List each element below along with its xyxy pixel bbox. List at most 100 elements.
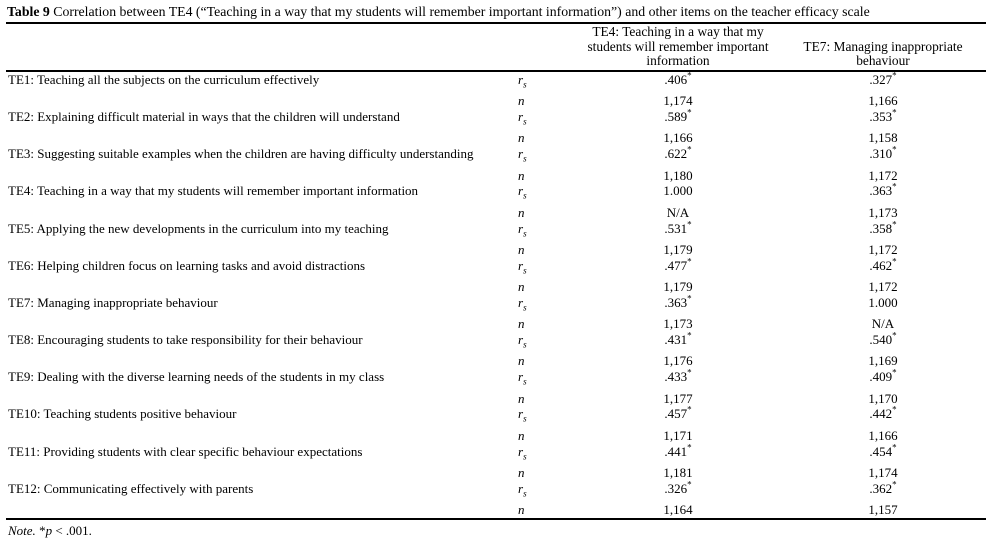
cell-te7-n: N/A <box>871 316 895 332</box>
stat-label-rs: rs <box>518 71 554 93</box>
filler-cell <box>964 109 986 130</box>
cell-te7-n: 1,172 <box>868 241 898 257</box>
significance-star: * <box>687 70 692 81</box>
table-row: TE7: Managing inappropriate behaviour rs.… <box>6 294 986 316</box>
cell-te4-n: 1,176 <box>663 353 693 369</box>
significance-star: * <box>892 479 897 490</box>
row-item-label: TE8: Encouraging students to take respon… <box>8 332 363 348</box>
stat-label-n: n <box>518 353 554 369</box>
significance-star: * <box>687 107 692 118</box>
table-row: n 1,180 1,172 <box>6 168 986 184</box>
filler-cell <box>964 406 986 427</box>
cell-te4-r: .406* <box>664 70 692 87</box>
filler-cell <box>964 242 986 258</box>
stat-r: rs <box>518 369 527 387</box>
filler-cell <box>964 295 986 316</box>
stat-label-n: n <box>518 205 554 221</box>
cell-te4-r: .326* <box>664 479 692 496</box>
table-row: TE9: Dealing with the diverse learning n… <box>6 367 986 390</box>
table-row: n 1,176 1,169 <box>6 353 986 369</box>
table-row: TE4: Teaching in a way that my students … <box>6 183 986 204</box>
stat-n: n <box>518 427 525 443</box>
stat-label-rs: rs <box>518 481 554 502</box>
stat-r-sub: s <box>523 190 527 201</box>
stat-label-rs: rs <box>518 109 554 130</box>
table-row: n 1,177 1,170 <box>6 391 986 407</box>
stat-label-n: n <box>518 316 554 332</box>
stat-label-n: n <box>518 93 554 109</box>
stat-label-n: n <box>518 130 554 146</box>
cell-te4-n: 1,173 <box>663 316 693 332</box>
significance-star: * <box>687 219 692 230</box>
significance-star: * <box>892 405 897 416</box>
table-number: Table 9 <box>7 4 50 19</box>
filler-cell <box>964 316 986 332</box>
stat-r: rs <box>518 108 527 127</box>
stat-n: n <box>518 465 525 481</box>
row-item-label: TE12: Communicating effectively with par… <box>8 480 254 496</box>
cell-te7-r: .363* <box>869 182 897 199</box>
row-item-label: TE5: Applying the new developments in th… <box>8 220 389 236</box>
filler-cell <box>964 369 986 390</box>
filler-cell <box>964 502 986 519</box>
filler-cell <box>964 391 986 407</box>
table-row: TE11: Providing students with clear spec… <box>6 443 986 465</box>
cell-te7-n: 1,174 <box>868 465 898 481</box>
significance-star: * <box>892 256 897 267</box>
stat-r-sub: s <box>523 451 527 462</box>
stat-n: n <box>518 204 525 220</box>
table-row: TE5: Applying the new developments in th… <box>6 219 986 242</box>
cell-te7-n: 1,157 <box>868 502 898 518</box>
significance-star: * <box>687 479 692 490</box>
row-item-label: TE3: Suggesting suitable examples when t… <box>8 146 474 162</box>
stat-label-n: n <box>518 465 554 481</box>
stat-label-rs: rs <box>518 295 554 316</box>
row-item-label: TE7: Managing inappropriate behaviour <box>8 294 218 310</box>
cell-te7-r: 1.000 <box>868 294 898 310</box>
note-suffix: < .001. <box>52 523 92 539</box>
empty-header-cell <box>6 24 554 72</box>
table-note: Note. *p < .001. <box>6 520 986 539</box>
significance-star: * <box>892 70 897 81</box>
row-item-label: TE2: Explaining difficult material in wa… <box>8 108 400 124</box>
table-body: TE1: Teaching all the subjects on the cu… <box>6 71 986 519</box>
significance-star: * <box>892 107 897 118</box>
cell-te7-n: 1,166 <box>868 427 898 443</box>
stat-r: rs <box>518 183 527 201</box>
cell-te4-n: 1,171 <box>663 427 693 443</box>
table-row: TE3: Suggesting suitable examples when t… <box>6 144 986 167</box>
cell-te7-n: 1,158 <box>868 130 898 146</box>
stat-label-rs: rs <box>518 444 554 465</box>
cell-te4-n: N/A <box>666 204 690 220</box>
cell-te7-r: .409* <box>869 367 897 385</box>
note-star: * <box>35 523 46 539</box>
row-item-label: TE9: Dealing with the diverse learning n… <box>8 369 385 385</box>
filler-cell <box>964 183 986 204</box>
filler-cell <box>964 428 986 444</box>
stat-label-n: n <box>518 279 554 295</box>
filler-cell <box>964 93 986 109</box>
header-te7: TE7: Managing inappropriate behaviour <box>802 24 964 72</box>
table-caption: Correlation between TE4 (“Teaching in a … <box>53 4 870 19</box>
significance-star: * <box>687 144 692 155</box>
stat-n: n <box>518 279 525 295</box>
cell-te4-r: .531* <box>664 219 692 236</box>
cell-te7-n: 1,170 <box>868 390 898 406</box>
cell-te4-r: 1.000 <box>663 183 693 199</box>
significance-star: * <box>687 330 692 341</box>
cell-te4-n: 1,181 <box>663 465 693 481</box>
row-item-label: TE11: Providing students with clear spec… <box>8 443 363 459</box>
stat-n: n <box>518 130 525 146</box>
cell-te7-r: .462* <box>869 256 897 273</box>
stat-label-rs: rs <box>518 369 554 390</box>
stat-label-n: n <box>518 242 554 258</box>
stat-label-n: n <box>518 168 554 184</box>
cell-te7-r: .362* <box>869 479 897 496</box>
filler-cell <box>964 71 986 93</box>
stat-label-n: n <box>518 502 554 519</box>
header-row: TE4: Teaching in a way that my students w… <box>6 24 986 72</box>
filler-cell <box>964 353 986 369</box>
cell-te4-r: .433* <box>664 367 692 385</box>
filler-cell <box>964 444 986 465</box>
